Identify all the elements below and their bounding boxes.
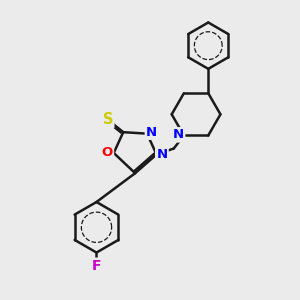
Text: S: S — [103, 112, 113, 127]
Text: N: N — [146, 126, 157, 139]
Text: N: N — [156, 148, 167, 161]
Text: N: N — [173, 128, 184, 141]
Text: O: O — [102, 146, 113, 160]
Text: F: F — [92, 259, 101, 273]
